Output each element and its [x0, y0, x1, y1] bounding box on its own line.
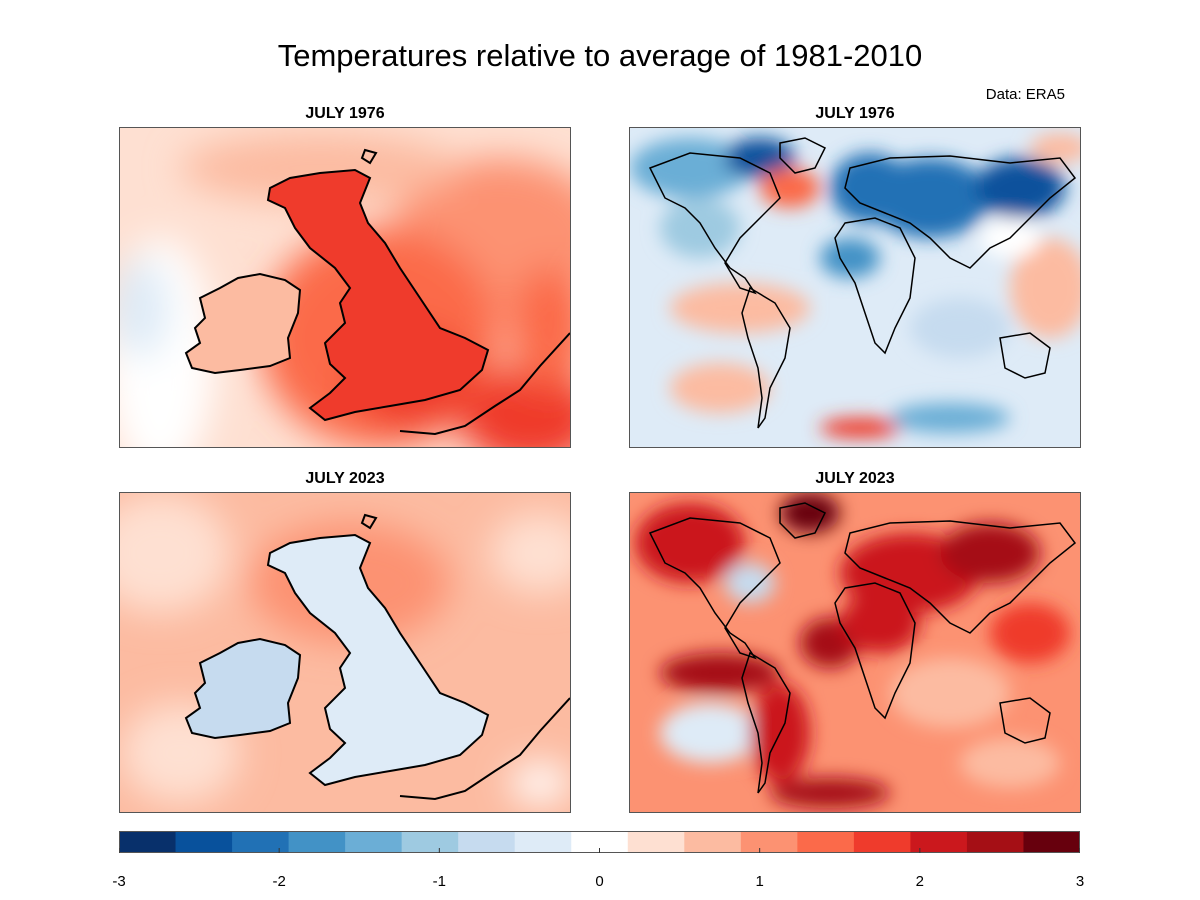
colorbar: [119, 831, 1080, 853]
colorbar-tick-label: -2: [272, 873, 286, 890]
colorbar-segment: [684, 831, 742, 853]
map-uk-2023: [119, 492, 571, 813]
colorbar-segment: [514, 831, 572, 853]
colorbar-segment: [119, 831, 177, 853]
data-source-label: Data: ERA5: [985, 86, 1065, 103]
colorbar-segment: [966, 831, 1024, 853]
colorbar-segment: [401, 831, 459, 853]
colorbar-ticks: -3 -2 -1 0 1 2 3: [0, 860, 1200, 890]
panel-label-uk-2023: JULY 2023: [305, 470, 385, 487]
map-world-2023: [629, 492, 1081, 813]
colorbar-segment: [1023, 831, 1080, 853]
colorbar-segment: [853, 831, 911, 853]
colorbar-tick-label: 1: [755, 873, 764, 890]
colorbar-segment: [571, 831, 629, 853]
map-uk-1976: [119, 127, 571, 448]
colorbar-segment: [458, 831, 516, 853]
colorbar-segment: [910, 831, 968, 853]
colorbar-segment: [740, 831, 798, 853]
panel-label-uk-1976: JULY 1976: [305, 105, 385, 122]
colorbar-segment: [232, 831, 290, 853]
panel-label-world-1976: JULY 1976: [815, 105, 895, 122]
colorbar-segment: [345, 831, 403, 853]
colorbar-segment: [175, 831, 233, 853]
panel-label-world-2023: JULY 2023: [815, 470, 895, 487]
colorbar-tick-label: -1: [432, 873, 446, 890]
colorbar-segment: [627, 831, 685, 853]
colorbar-tick-label: 2: [915, 873, 924, 890]
colorbar-tick-label: 0: [595, 873, 604, 890]
colorbar-segment: [797, 831, 855, 853]
colorbar-tick-label: 3: [1075, 873, 1085, 890]
figure-title: Temperatures relative to average of 1981…: [277, 38, 923, 73]
map-world-1976: [629, 127, 1081, 448]
colorbar-segment: [288, 831, 346, 853]
colorbar-tick-label: -3: [112, 873, 126, 890]
